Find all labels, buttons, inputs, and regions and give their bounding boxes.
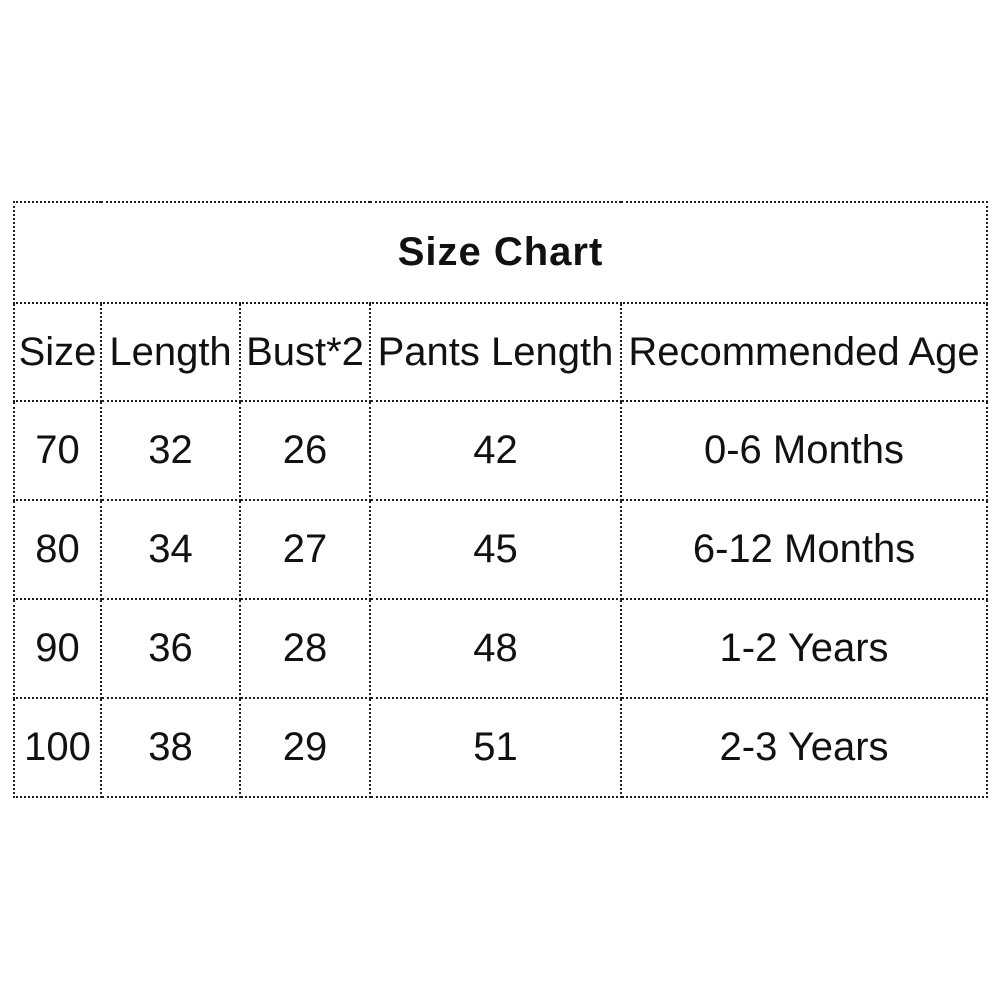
cell-bust: 29	[239, 697, 371, 798]
cell-pants-length: 51	[369, 697, 622, 798]
cell-length: 38	[100, 697, 241, 798]
column-header-length: Length	[100, 302, 241, 402]
cell-length: 36	[100, 598, 241, 699]
column-header-bust: Bust*2	[239, 302, 371, 402]
cell-length: 32	[100, 400, 241, 501]
cell-size: 70	[13, 400, 102, 501]
table-row: 100 38 29 51 2-3 Years	[13, 697, 989, 798]
cell-size: 100	[13, 697, 102, 798]
cell-size: 90	[13, 598, 102, 699]
table-title: Size Chart	[12, 201, 989, 304]
table-row: 80 34 27 45 6-12 Months	[13, 499, 989, 600]
cell-recommended-age: 1-2 Years	[619, 598, 989, 699]
cell-pants-length: 48	[369, 598, 622, 699]
column-header-recommended-age: Recommended Age	[619, 302, 989, 402]
cell-bust: 28	[239, 598, 371, 699]
header-row: Size Length Bust*2 Pants Length Recommen…	[13, 302, 989, 402]
table-row: 90 36 28 48 1-2 Years	[13, 598, 989, 699]
cell-size: 80	[13, 499, 102, 600]
cell-bust: 26	[239, 400, 371, 501]
cell-bust: 27	[239, 499, 371, 600]
column-header-size: Size	[13, 302, 102, 402]
column-header-pants-length: Pants Length	[369, 302, 622, 402]
table-row: 70 32 26 42 0-6 Months	[13, 400, 989, 501]
cell-recommended-age: 0-6 Months	[619, 400, 989, 501]
size-chart-table-container: Size Chart Size Length Bust*2 Pants Leng…	[12, 201, 989, 798]
cell-pants-length: 45	[369, 499, 622, 600]
cell-pants-length: 42	[369, 400, 622, 501]
size-chart-table: Size Chart Size Length Bust*2 Pants Leng…	[12, 201, 989, 798]
cell-recommended-age: 6-12 Months	[619, 499, 989, 600]
cell-length: 34	[100, 499, 241, 600]
cell-recommended-age: 2-3 Years	[619, 697, 989, 798]
title-row: Size Chart	[12, 201, 989, 304]
